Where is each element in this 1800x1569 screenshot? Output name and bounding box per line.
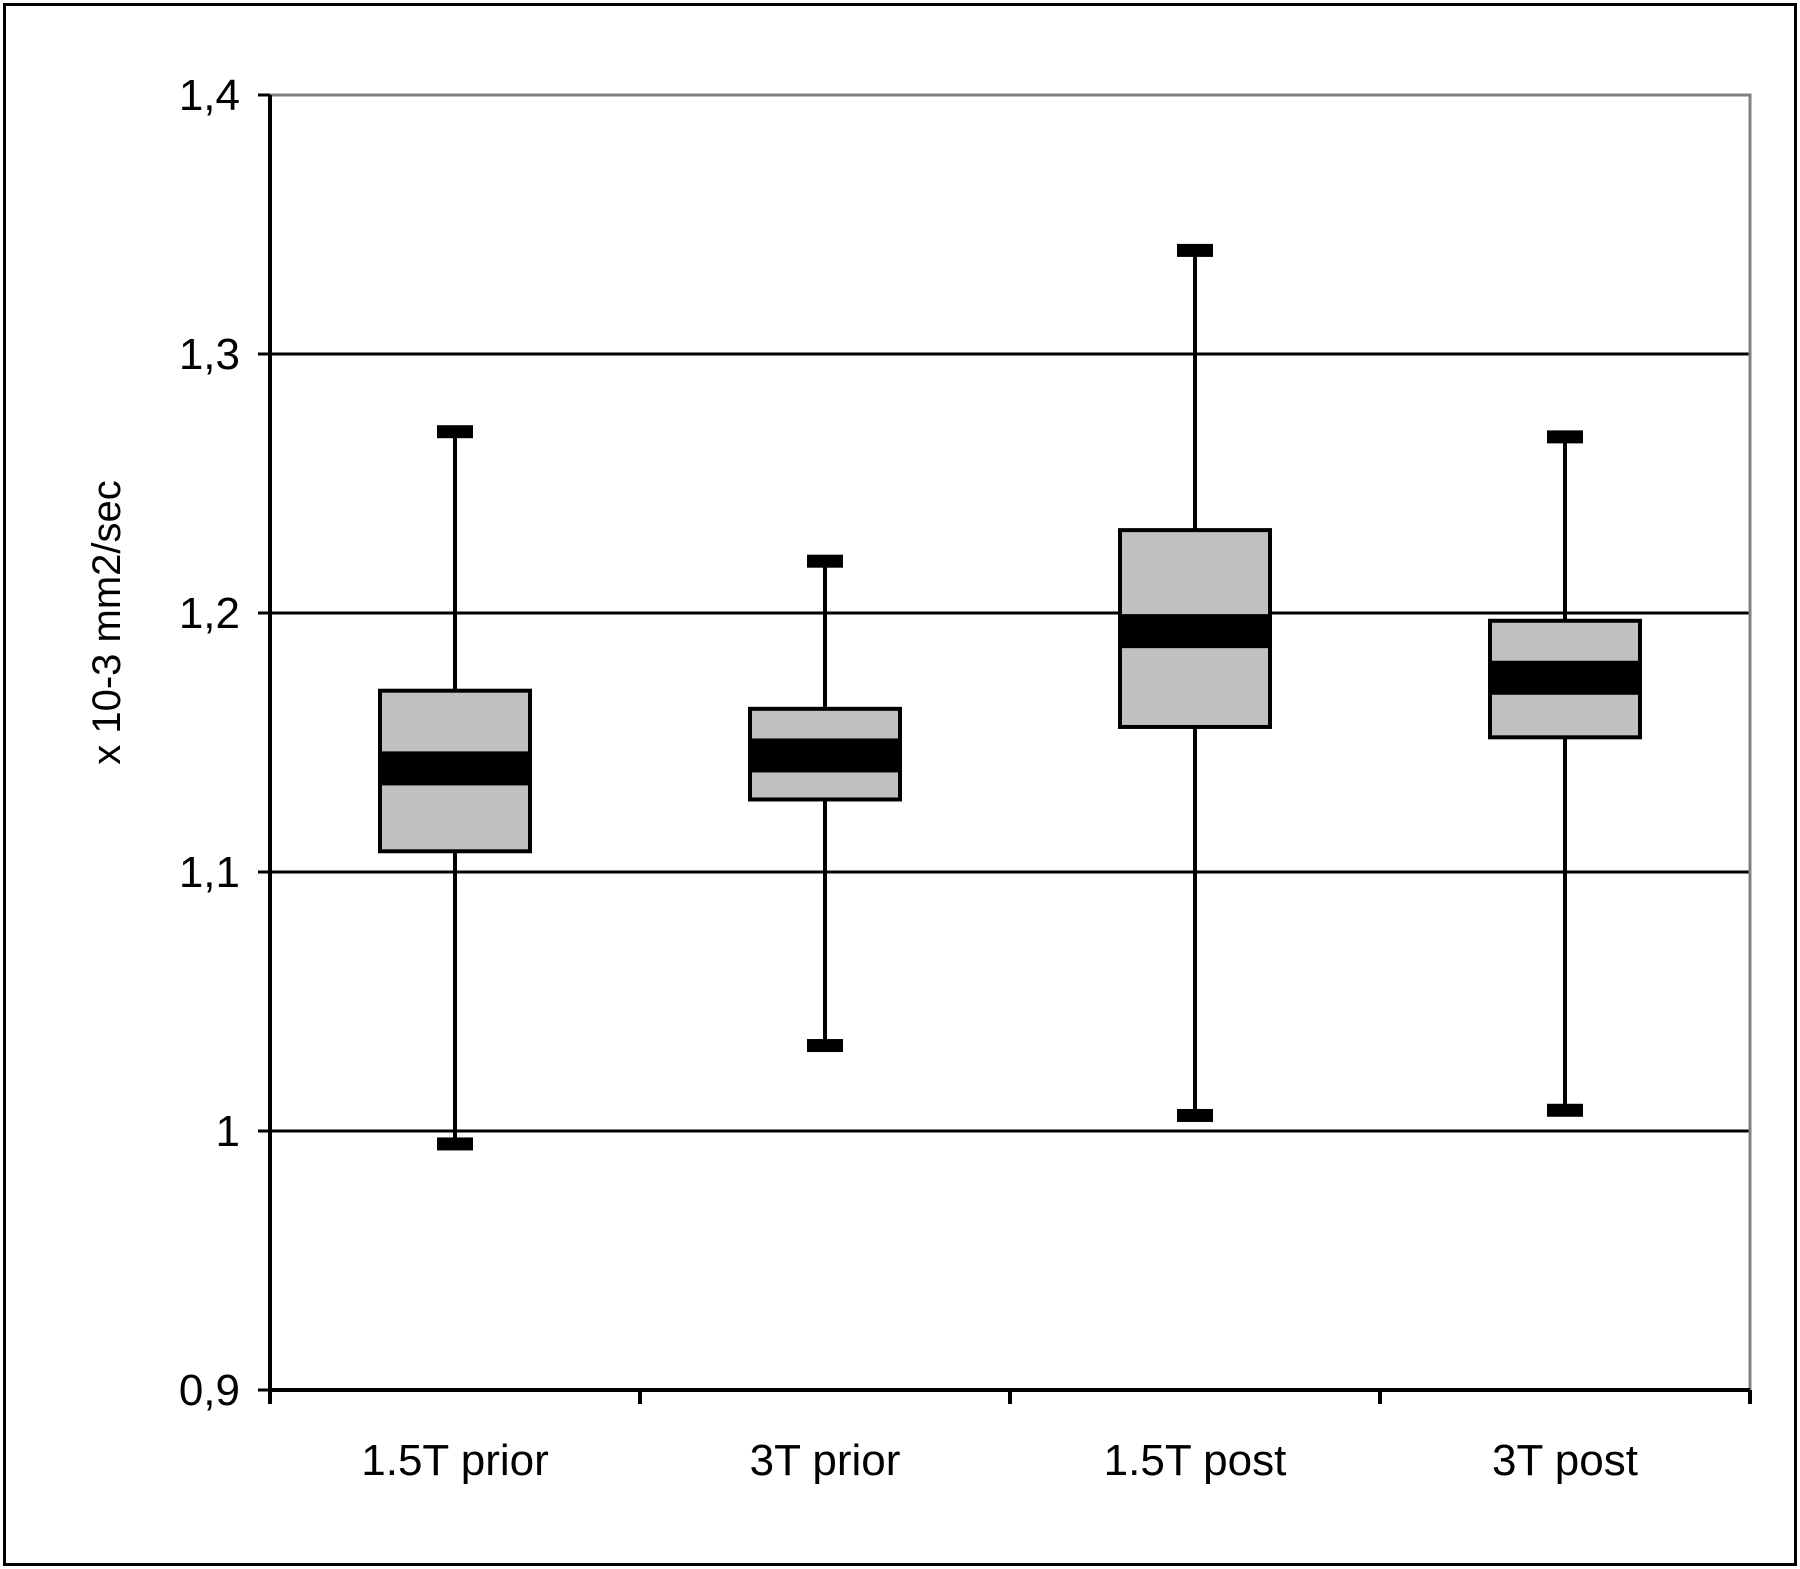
x-tick-labels: 1.5T prior 3T prior 1.5T post 3T post [361,1436,1638,1485]
box-group [1488,430,1642,1117]
median-bar [1490,660,1640,695]
x-tick-label: 1.5T post [1104,1436,1287,1485]
box-group [748,554,902,1053]
median-bar [750,738,900,773]
x-tick-label: 3T prior [750,1436,901,1485]
y-tick-label: 1,1 [179,848,240,897]
figure-border [3,3,1797,1566]
whisker-cap-max [437,425,473,439]
axes [258,93,1752,1404]
whisker-cap-max [807,554,843,568]
x-tick-label: 3T post [1492,1436,1638,1485]
gridlines [270,352,1750,1133]
whisker-cap-min [437,1137,473,1151]
box-group [378,425,532,1151]
median-bar [380,751,530,786]
y-tick-label: 1,3 [179,330,240,379]
median-bar [1120,614,1270,649]
x-tick-label: 1.5T prior [361,1436,549,1485]
y-tick-label: 1,4 [179,71,240,120]
y-tick-label: 1 [216,1107,240,1156]
y-tick-label: 1,2 [179,589,240,638]
y-tick-labels: 0,9 1 1,1 1,2 1,3 1,4 [179,71,240,1415]
whisker-cap-max [1547,430,1583,444]
y-axis-label: x 10-3 mm2/sec [85,480,129,765]
whisker-cap-min [807,1039,843,1053]
box-group [1118,243,1272,1122]
whisker-cap-min [1547,1103,1583,1117]
whisker-cap-max [1177,243,1213,257]
y-tick-label: 0,9 [179,1366,240,1415]
box-series [378,243,1642,1151]
whisker-cap-min [1177,1108,1213,1122]
